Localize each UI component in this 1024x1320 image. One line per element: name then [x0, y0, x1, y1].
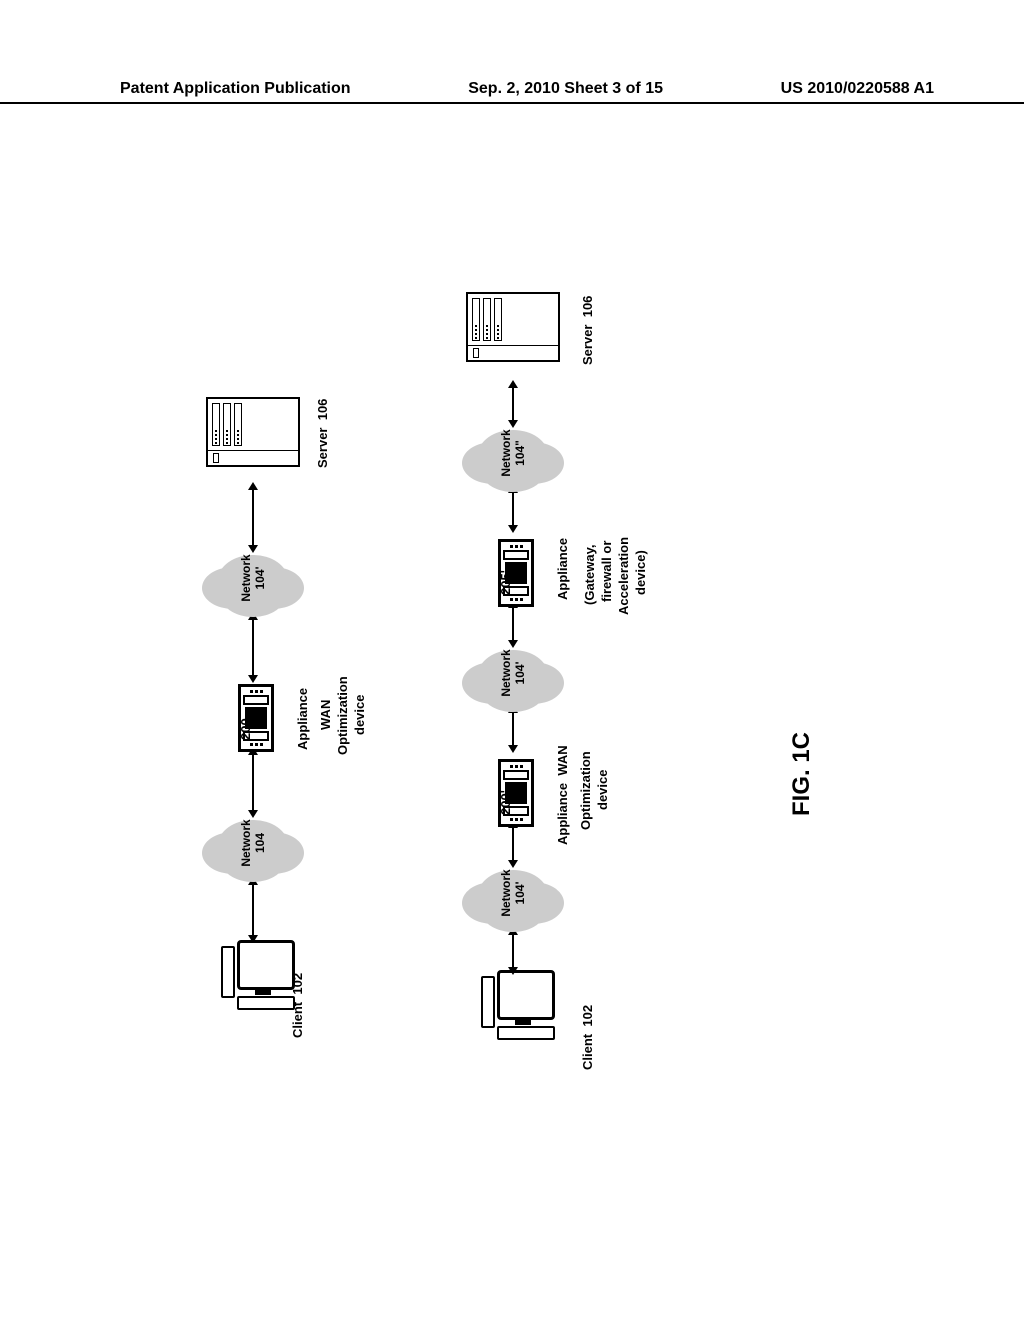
d1-server-label: Server 106 — [315, 399, 330, 468]
d1-conn-1 — [252, 885, 254, 935]
server-icon — [206, 397, 300, 467]
header-center: Sep. 2, 2010 Sheet 3 of 15 — [468, 80, 663, 98]
d2-appl1-s3: device — [595, 770, 610, 810]
d2-client-node — [460, 970, 570, 1040]
d2-network-3: Network104" — [478, 430, 548, 480]
cloud-icon: Network104" — [478, 430, 548, 480]
d2-server-label: Server 106 — [580, 296, 595, 365]
d2-appl1-ref: 200' — [498, 790, 513, 815]
d1-appliance — [222, 700, 290, 736]
d2-appliance-1 — [482, 775, 550, 811]
d1-appliance-s3: device — [352, 695, 367, 735]
d2-appl2-ref: 205' — [498, 570, 513, 595]
d2-appl2-s2: firewall or — [599, 541, 614, 602]
d1-conn-2 — [252, 755, 254, 810]
d2-network-1: Network104' — [478, 870, 548, 920]
d2-appl1-lbl: Appliance WAN — [555, 745, 570, 845]
d2-conn-4 — [512, 608, 514, 640]
d2-conn-3 — [512, 713, 514, 745]
d1-appliance-lbl: Appliance — [295, 688, 310, 750]
d2-appl2-s3: Acceleration — [616, 537, 631, 615]
d1-appliance-s1: WAN — [318, 700, 333, 730]
d2-conn-5 — [512, 493, 514, 525]
header-left: Patent Application Publication — [120, 80, 351, 98]
server-icon — [466, 292, 560, 362]
d1-conn-4 — [252, 490, 254, 545]
client-icon — [215, 940, 295, 1010]
d2-appl2-s4: device) — [633, 550, 648, 595]
network-diagram: Client 102 Network104 200 Appliance WAN … — [140, 200, 760, 1050]
d1-conn-3 — [252, 620, 254, 675]
d1-client-label: Client 102 — [290, 973, 305, 1038]
d2-client-label: Client 102 — [580, 1005, 595, 1070]
d2-conn-1 — [512, 935, 514, 967]
d2-appl2-lbl: Appliance — [555, 538, 570, 600]
d2-appl1-s2: Optimization — [578, 751, 593, 830]
client-icon — [475, 970, 555, 1040]
d2-appliance-2 — [482, 555, 550, 591]
d2-network-2: Network104' — [478, 650, 548, 700]
page-header: Patent Application Publication Sep. 2, 2… — [0, 80, 1024, 104]
d2-conn-6 — [512, 388, 514, 420]
cloud-icon: Network104' — [478, 870, 548, 920]
figure-caption: FIG. 1C — [788, 732, 816, 816]
d2-appl2-s1: (Gateway, — [582, 545, 597, 605]
d1-server — [218, 385, 288, 479]
d2-server — [478, 280, 548, 374]
cloud-icon: Network104' — [218, 555, 288, 605]
d2-conn-2 — [512, 828, 514, 860]
cloud-icon: Network104' — [478, 650, 548, 700]
cloud-icon: Network104 — [218, 820, 288, 870]
d1-network-right: Network104' — [218, 555, 288, 605]
header-right: US 2010/0220588 A1 — [781, 80, 934, 98]
d1-appliance-ref: 200 — [238, 718, 253, 740]
d1-appliance-s2: Optimization — [335, 676, 350, 755]
figure-area: Client 102 Network104 200 Appliance WAN … — [140, 200, 760, 1050]
d1-network-left: Network104 — [218, 820, 288, 870]
